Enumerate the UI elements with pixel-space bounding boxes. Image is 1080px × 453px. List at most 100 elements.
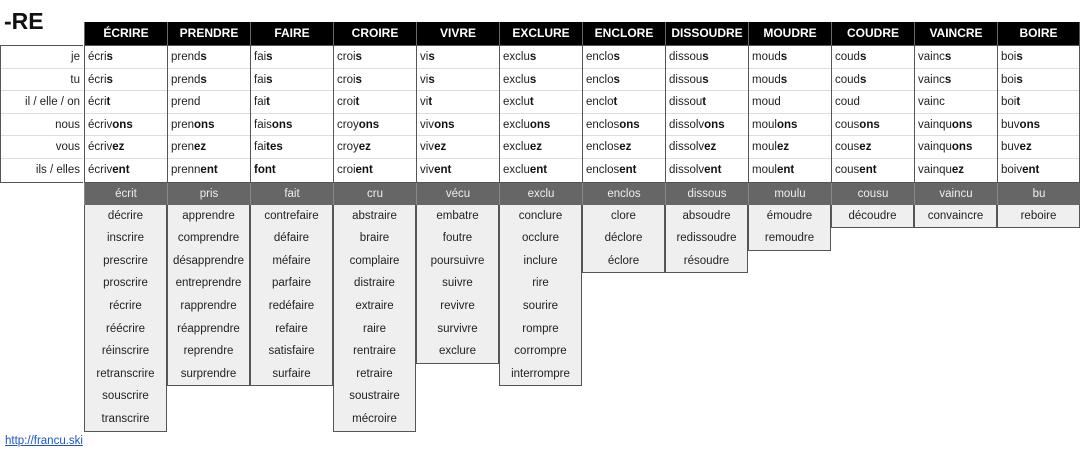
- stem: pren: [171, 141, 195, 154]
- conjugation-cell: bois: [998, 69, 1079, 92]
- verb-header: EXCLURE: [499, 22, 582, 45]
- related-verb: entreprendre: [175, 277, 242, 290]
- conjugation-cell: enclot: [583, 91, 665, 114]
- conjugation-block: bois bois boit buvons buvez boivent: [997, 45, 1080, 183]
- ending: ez: [358, 141, 371, 154]
- stem: moul: [752, 141, 777, 154]
- ending: ent: [776, 163, 795, 176]
- conjugation-cell: moulons: [749, 114, 831, 137]
- ending: s: [529, 73, 537, 86]
- footer-link[interactable]: http://francu.ski: [5, 435, 83, 447]
- ending: ons: [776, 118, 798, 131]
- verb-header: BOIRE: [997, 22, 1080, 45]
- ending: s: [859, 51, 867, 63]
- conjugation-cell: moud: [749, 91, 831, 114]
- past-participle: bu: [997, 182, 1080, 205]
- verb-column: MOUDRE mouds mouds moud moulons moulez moulent…: [748, 22, 831, 432]
- page-title: -RE: [4, 8, 44, 34]
- verb-header: ENCLORE: [582, 22, 665, 45]
- conjugation-cell: prennent: [168, 159, 250, 182]
- stem: enclo: [586, 96, 614, 109]
- verb-column: PRENDRE prends prends prend prenons prenez pre…: [167, 22, 250, 432]
- ending: s: [780, 73, 788, 86]
- conjugation-block: vis vis vit vivons vivez vivent: [416, 45, 499, 183]
- related-verb: rire: [532, 277, 549, 290]
- related-verb: suivre: [442, 277, 473, 290]
- conjugation-cell: dissolvez: [666, 136, 748, 159]
- related-verb: récrire: [109, 299, 142, 312]
- ending: t: [702, 96, 707, 109]
- verb-column: COUDRE couds couds coud cousons cousez cousent…: [831, 22, 914, 432]
- related-verb: distraire: [354, 277, 395, 290]
- stem: cous: [835, 141, 860, 154]
- past-participle: cru: [333, 182, 416, 205]
- pronoun-label: il / elle / on: [1, 91, 83, 114]
- conjugation-cell: écrivent: [85, 159, 167, 182]
- conjugation-block: couds couds coud cousons cousez cousent: [831, 45, 914, 183]
- verb-header: PRENDRE: [167, 22, 250, 45]
- conjugation-block: fais fais fait faisons faites font: [250, 45, 333, 183]
- related-verb: satisfaire: [268, 345, 315, 358]
- related-verb: redissoudre: [676, 232, 737, 245]
- ending: s: [613, 73, 620, 86]
- pronoun-column: je tu il / elle / on nous vous ils / elles: [0, 45, 83, 183]
- conjugation-cell: dissous: [666, 46, 748, 69]
- stem: enclos: [586, 163, 620, 176]
- related-verb: absoudre: [682, 209, 731, 222]
- related-verb: mécroire: [352, 412, 397, 425]
- conjugation-cell: excluent: [500, 159, 582, 182]
- related-verb: revivre: [440, 299, 475, 312]
- ending: t: [355, 96, 360, 109]
- related-verb: refaire: [275, 322, 308, 335]
- stem: vi: [420, 96, 429, 109]
- conjugation-cell: exclus: [500, 69, 582, 92]
- stem: cous: [835, 163, 860, 176]
- stem: prenn: [171, 163, 201, 176]
- conjugation-cell: prends: [168, 69, 250, 92]
- conjugation-cell: dissolvent: [666, 159, 748, 182]
- ending: t: [106, 96, 111, 109]
- related-verb: déclore: [604, 232, 643, 245]
- stem: viv: [420, 163, 435, 176]
- conjugation-block: crois crois croit croyons croyez croient: [333, 45, 416, 183]
- stem: exclu: [503, 51, 530, 63]
- stem: viv: [420, 118, 435, 131]
- conjugation-cell: écrivons: [85, 114, 167, 137]
- related-verb: extraire: [355, 299, 394, 312]
- ending: ons: [434, 118, 455, 131]
- past-participle: vécu: [416, 182, 499, 205]
- conjugation-cell: crois: [334, 46, 416, 69]
- verb-column: BOIRE bois bois boit buvons buvez boivent bu reb…: [997, 22, 1080, 432]
- stem: fai: [254, 73, 267, 86]
- conjugation-cell: couds: [832, 69, 914, 92]
- conjugation-table: ÉCRIRE écris écris écrit écrivons écrivez écri…: [84, 22, 1080, 432]
- conjugation-cell: excluez: [500, 136, 582, 159]
- stem: coud: [835, 51, 860, 63]
- ending: ons: [951, 141, 973, 154]
- conjugation-cell: faisons: [251, 114, 333, 137]
- stem: prend: [171, 73, 201, 86]
- conjugation-cell: fais: [251, 69, 333, 92]
- related-verb: méfaire: [272, 254, 311, 267]
- conjugation-cell: croyons: [334, 114, 416, 137]
- stem: pren: [171, 118, 195, 131]
- stem: prend: [171, 51, 201, 63]
- conjugation-cell: mouds: [749, 46, 831, 69]
- conjugation-cell: vit: [417, 91, 499, 114]
- ending: ons: [704, 118, 725, 131]
- ending: ons: [529, 118, 551, 131]
- related-verb: réinscrire: [101, 345, 150, 358]
- ending: t: [529, 96, 534, 109]
- conjugation-block: prends prends prend prenons prenez prennent: [167, 45, 250, 183]
- related-verb: braire: [359, 232, 390, 245]
- conjugation-cell: cousez: [832, 136, 914, 159]
- conjugation-cell: croient: [334, 159, 416, 182]
- stem: moud: [752, 51, 781, 63]
- conjugation-cell: moulez: [749, 136, 831, 159]
- stem: dissou: [669, 96, 703, 109]
- related-verb: surfaire: [272, 367, 311, 380]
- stem: moul: [752, 163, 777, 176]
- conjugation-cell: dissolvons: [666, 114, 748, 137]
- conjugation-cell: coud: [832, 91, 914, 114]
- related-verb: émoudre: [766, 209, 813, 222]
